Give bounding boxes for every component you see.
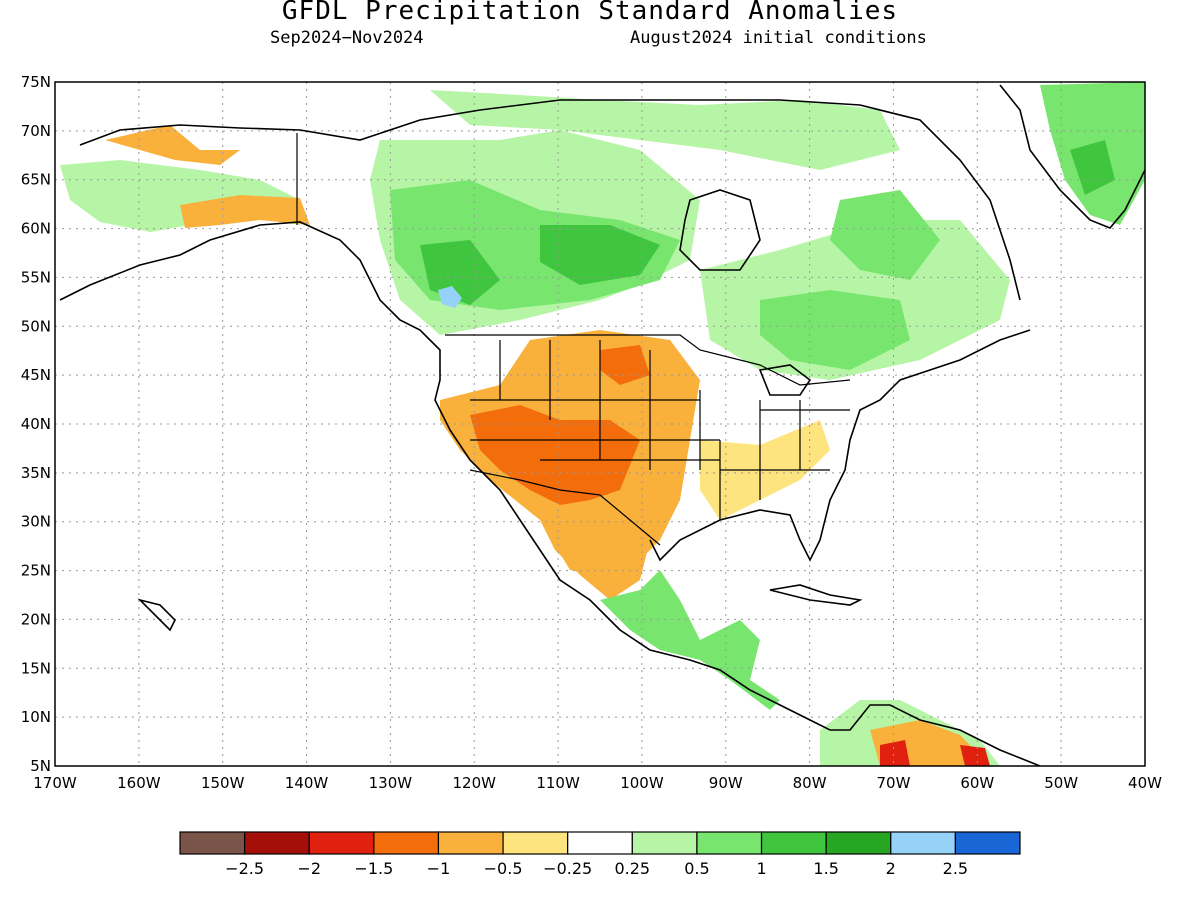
lon-label: 150W [201,774,245,792]
colorbar-tick-label: 1 [756,859,766,878]
season-subtitle: Sep2024−Nov2024 [270,28,424,48]
eastern-canada-wet-core [760,290,910,370]
lat-label: 30N [21,513,51,531]
initial-conditions-subtitle: August2024 initial conditions [630,28,927,48]
lat-label: 50N [21,317,51,335]
lon-label: 90W [709,774,743,792]
anomaly-shading [60,82,1145,766]
colorbar-tick-label: 2 [886,859,896,878]
venezuela-strong-dry [880,740,910,766]
us-mexico-border [469,469,661,546]
political-borders [296,133,851,546]
north-america-coastline [59,221,1041,766]
lon-label: 70W [877,774,911,792]
alaska-north-coastline [79,99,1021,301]
lat-label: 35N [21,464,51,482]
colorbar-swatch [437,831,504,855]
lon-label: 120W [452,774,496,792]
lat-label: 40N [21,415,51,433]
alaska-dry-region [105,125,240,165]
southwest-strong-dry [470,405,640,505]
lat-label: 5N [30,757,51,775]
lat-label: 10N [21,708,51,726]
lon-label: 110W [536,774,580,792]
guyana-strong-dry [960,745,990,766]
hudson-bay-coastline [679,189,761,271]
colorbar-swatch [954,831,1021,855]
canada-strong-wet-west [420,240,500,305]
lon-label: 160W [117,774,161,792]
lon-label: 60W [960,774,994,792]
alaska-wet-region [60,160,300,232]
colorbar-swatch [502,831,569,855]
colorbar-tick-label: −0.25 [543,859,592,878]
colorbar-tick-label: −1.5 [354,859,393,878]
lat-label: 20N [21,610,51,628]
colorbar-tick-label: −0.5 [484,859,523,878]
longitude-labels: 170W 160W 150W 140W 130W 120W 110W 100W 90W 80W 70… [33,774,1162,792]
alaska-south-dry-region [180,195,310,228]
lat-label: 55N [21,268,51,286]
lon-label: 50W [1044,774,1078,792]
lon-label: 130W [369,774,413,792]
colorbar-swatch [244,831,310,855]
canada-strong-wet [540,225,660,285]
map-title: GFDL Precipitation Standard Anomalies [281,0,899,26]
us-canada-border [445,334,851,386]
lat-label: 45N [21,366,51,384]
colorbar-swatch [567,831,633,855]
greenland-wet-core [1070,140,1115,195]
mexico-dry [540,520,650,600]
lat-label: 75N [21,73,51,91]
greenland-coastline [999,84,1145,229]
colorbar-swatch [179,831,246,855]
colorbar-swatch [825,831,892,855]
map-frame [54,81,1146,767]
colorbar-swatch [308,831,375,855]
colorbar-tick-label: −2.5 [225,859,264,878]
quebec-wet [830,190,940,280]
arctic-islands-wet [430,90,900,170]
colorbar-swatch [696,831,763,855]
latitude-labels: 75N 70N 65N 60N 55N 50N 45N 40N 35N 30N 25N 20N 15N 1… [21,73,51,775]
lon-label: 100W [620,774,664,792]
colorbar-tick-label: 0.5 [684,859,709,878]
colorbar-swatch [631,831,698,855]
lon-label: 140W [285,774,329,792]
bc-very-wet-spot [438,286,462,308]
lat-label: 15N [21,659,51,677]
colorbar-tick-label: 1.5 [813,859,838,878]
great-lakes-outline [758,364,812,396]
cuba-outline [769,584,863,606]
colorbar-tick-label: −1 [427,859,451,878]
state-lines [470,340,850,520]
colorbar-tick-label: 2.5 [943,859,968,878]
graticule [55,82,1145,766]
colorbar [179,831,1021,855]
lat-label: 65N [21,171,51,189]
colorbar-tick-label: −2 [297,859,321,878]
colorbar-labels: −2.5 −2 −1.5 −1 −0.5 −0.25 0.25 0.5 1 1.5 2 2.5 [225,859,968,878]
lat-label: 60N [21,220,51,238]
central-america-wet [600,570,780,710]
hawaii-outline [137,598,176,632]
lon-label: 170W [33,774,77,792]
lon-label: 40W [1128,774,1162,792]
lat-label: 70N [21,122,51,140]
colorbar-swatch [373,831,440,855]
lat-label: 25N [21,562,51,580]
colorbar-swatch [890,831,956,855]
lon-label: 80W [793,774,827,792]
colorbar-tick-label: 0.25 [614,859,650,878]
colorbar-swatch [760,831,827,855]
